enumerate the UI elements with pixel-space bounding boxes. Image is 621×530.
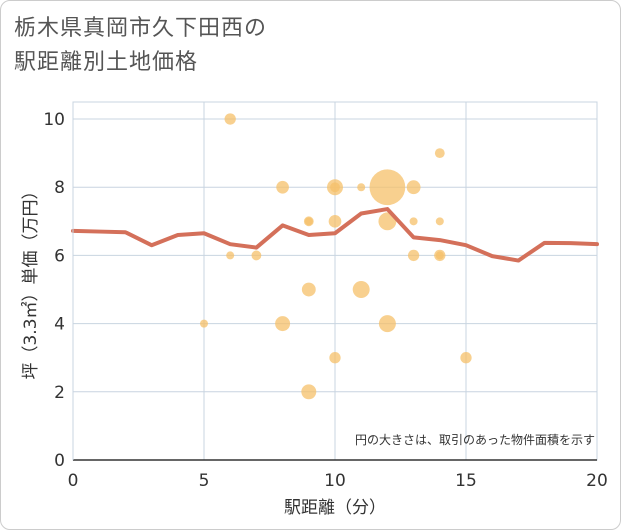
data-bubble xyxy=(330,182,340,193)
data-bubble xyxy=(460,352,472,364)
data-bubble xyxy=(226,251,235,260)
data-bubble xyxy=(329,352,341,364)
average-price-line xyxy=(71,207,599,263)
data-bubble xyxy=(409,217,418,226)
data-bubble xyxy=(369,169,406,206)
x-tick-label: 20 xyxy=(586,471,608,491)
x-tick-label: 10 xyxy=(324,471,346,491)
x-tick-label: 0 xyxy=(68,471,79,491)
y-tick-label: 10 xyxy=(43,110,65,130)
title-line-1: 栃木県真岡市久下田西の xyxy=(14,16,268,41)
x-tick-label: 15 xyxy=(455,471,477,491)
x-axis-title: 駅距離（分） xyxy=(284,498,386,518)
data-bubble xyxy=(378,212,397,231)
y-tick-label: 0 xyxy=(54,451,65,471)
data-bubble xyxy=(352,281,370,299)
chart-title: 栃木県真岡市久下田西の 駅距離別土地価格 xyxy=(14,12,267,80)
data-bubble xyxy=(301,384,317,400)
data-bubble xyxy=(378,315,396,333)
y-tick-label: 6 xyxy=(54,246,65,266)
data-bubble xyxy=(275,316,291,332)
data-bubble xyxy=(357,183,366,192)
data-bubble xyxy=(328,215,342,228)
y-tick-label: 4 xyxy=(54,315,65,335)
y-axis-title: 坪（3.3㎡）単価（万円） xyxy=(21,182,41,379)
y-tick-label: 2 xyxy=(54,383,65,403)
data-bubble xyxy=(435,251,444,260)
title-line-2: 駅距離別土地価格 xyxy=(14,50,199,75)
data-bubble xyxy=(435,217,444,226)
data-bubble xyxy=(301,282,316,297)
data-bubble xyxy=(251,250,262,261)
data-bubble xyxy=(224,113,236,125)
x-tick-label: 5 xyxy=(199,471,210,491)
data-bubble xyxy=(276,180,289,194)
y-tick-label: 8 xyxy=(54,178,65,198)
data-bubble xyxy=(200,319,208,328)
data-bubble xyxy=(407,249,420,262)
data-bubble xyxy=(434,148,445,159)
data-bubble xyxy=(406,180,421,195)
bubble-size-note: 円の大きさは、取引のあった物件面積を示す xyxy=(355,432,595,447)
data-bubble xyxy=(304,217,313,226)
